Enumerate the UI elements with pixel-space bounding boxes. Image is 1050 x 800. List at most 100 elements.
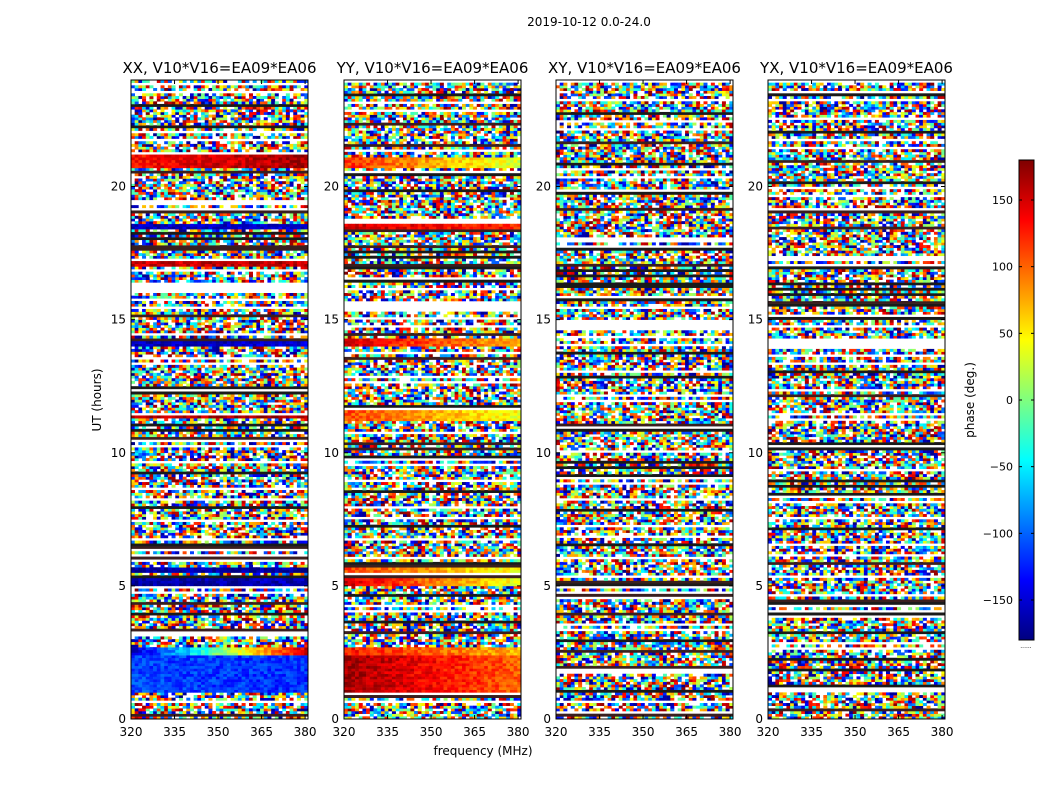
heatmap-cell bbox=[156, 380, 161, 384]
heatmap-cell bbox=[204, 687, 209, 691]
heatmap-cell bbox=[149, 316, 154, 320]
heatmap-cell bbox=[171, 396, 176, 400]
heatmap-cell bbox=[164, 665, 169, 669]
heatmap-cell bbox=[219, 364, 224, 368]
heatmap-cell bbox=[304, 580, 308, 584]
heatmap-cell bbox=[142, 668, 147, 672]
heatmap-cell bbox=[278, 375, 283, 379]
heatmap-cell bbox=[237, 527, 242, 531]
heatmap-cell bbox=[171, 708, 176, 712]
heatmap-cell bbox=[304, 303, 308, 307]
heatmap-cell bbox=[149, 378, 154, 382]
heatmap-cell bbox=[271, 434, 276, 438]
heatmap-cell bbox=[260, 300, 265, 304]
heatmap-cell bbox=[134, 689, 139, 693]
heatmap-cell bbox=[282, 697, 287, 701]
heatmap-cell bbox=[304, 484, 308, 488]
heatmap-cell bbox=[175, 303, 180, 307]
heatmap-cell bbox=[249, 450, 253, 454]
heatmap-cell bbox=[304, 479, 308, 483]
heatmap-cell bbox=[134, 348, 139, 352]
heatmap-cell bbox=[145, 463, 150, 467]
heatmap-cell bbox=[171, 447, 176, 451]
heatmap-cell bbox=[304, 394, 308, 398]
heatmap-cell bbox=[190, 673, 194, 677]
heatmap-cell bbox=[278, 649, 283, 653]
heatmap-cell bbox=[167, 452, 172, 456]
heatmap-cell bbox=[300, 418, 305, 422]
heatmap-cell bbox=[145, 396, 150, 400]
heatmap-cell bbox=[212, 420, 217, 424]
heatmap-cell bbox=[300, 500, 305, 504]
heatmap-cell bbox=[156, 442, 161, 446]
heatmap-cell bbox=[289, 665, 294, 669]
heatmap-cell bbox=[167, 655, 172, 659]
heatmap-cell bbox=[282, 340, 287, 344]
heatmap-cell bbox=[230, 327, 235, 331]
heatmap-cell bbox=[293, 316, 298, 320]
heatmap-cell bbox=[138, 324, 143, 328]
heatmap-cell bbox=[271, 335, 276, 339]
heatmap-cell bbox=[252, 402, 257, 406]
heatmap-cell bbox=[164, 697, 169, 701]
heatmap-cell bbox=[215, 383, 220, 387]
heatmap-cell bbox=[149, 684, 154, 688]
heatmap-cell bbox=[175, 652, 180, 656]
heatmap-cell bbox=[289, 503, 294, 507]
heatmap-cell bbox=[245, 431, 250, 435]
heatmap-cell bbox=[186, 354, 191, 358]
heatmap-cell bbox=[289, 521, 294, 525]
heatmap-cell bbox=[208, 567, 213, 571]
heatmap-cell bbox=[178, 316, 183, 320]
heatmap-cell bbox=[197, 697, 202, 701]
heatmap-cell bbox=[131, 330, 135, 334]
heatmap-cell bbox=[245, 652, 250, 656]
heatmap-cell bbox=[237, 431, 242, 435]
heatmap-cell bbox=[215, 311, 220, 315]
heatmap-cell bbox=[190, 708, 194, 712]
heatmap-cell bbox=[293, 370, 298, 374]
heatmap-cell bbox=[267, 431, 272, 435]
heatmap-cell bbox=[293, 679, 298, 683]
heatmap-cell bbox=[263, 447, 268, 451]
heatmap-cell bbox=[131, 617, 135, 621]
heatmap-cell bbox=[178, 599, 183, 603]
heatmap-cell bbox=[241, 580, 246, 584]
heatmap-cell bbox=[131, 676, 135, 680]
heatmap-cell bbox=[201, 415, 206, 419]
heatmap-cell bbox=[134, 466, 139, 470]
heatmap-cell bbox=[260, 529, 265, 533]
heatmap-cell bbox=[267, 375, 272, 379]
heatmap-cell bbox=[186, 639, 191, 643]
heatmap-cell bbox=[142, 665, 147, 669]
heatmap-cell bbox=[134, 394, 139, 398]
heatmap-cell bbox=[300, 367, 305, 371]
heatmap-cell bbox=[237, 593, 242, 597]
heatmap-cell bbox=[138, 370, 143, 374]
heatmap-cell bbox=[215, 681, 220, 685]
heatmap-cell bbox=[219, 426, 224, 430]
heatmap-cell bbox=[289, 681, 294, 685]
heatmap-cell bbox=[153, 479, 158, 483]
heatmap-cell bbox=[300, 599, 305, 603]
heatmap-cell bbox=[296, 687, 301, 691]
heatmap-cell bbox=[219, 673, 224, 677]
heatmap-cell bbox=[304, 466, 308, 470]
heatmap-cell bbox=[212, 346, 217, 350]
heatmap-cell bbox=[208, 623, 213, 627]
heatmap-cell bbox=[304, 540, 308, 544]
heatmap-cell bbox=[289, 463, 294, 467]
heatmap-cell bbox=[171, 655, 176, 659]
heatmap-cell bbox=[252, 516, 257, 520]
heatmap-cell bbox=[252, 572, 257, 576]
heatmap-cell bbox=[256, 415, 261, 419]
heatmap-cell bbox=[249, 657, 253, 661]
heatmap-cell bbox=[223, 567, 228, 571]
heatmap-cell bbox=[237, 705, 242, 709]
heatmap-cell bbox=[190, 410, 194, 414]
heatmap-cell bbox=[230, 569, 235, 573]
heatmap-cell bbox=[252, 665, 257, 669]
heatmap-cell bbox=[296, 476, 301, 480]
heatmap-cell bbox=[234, 604, 239, 608]
heatmap-cell bbox=[256, 567, 261, 571]
